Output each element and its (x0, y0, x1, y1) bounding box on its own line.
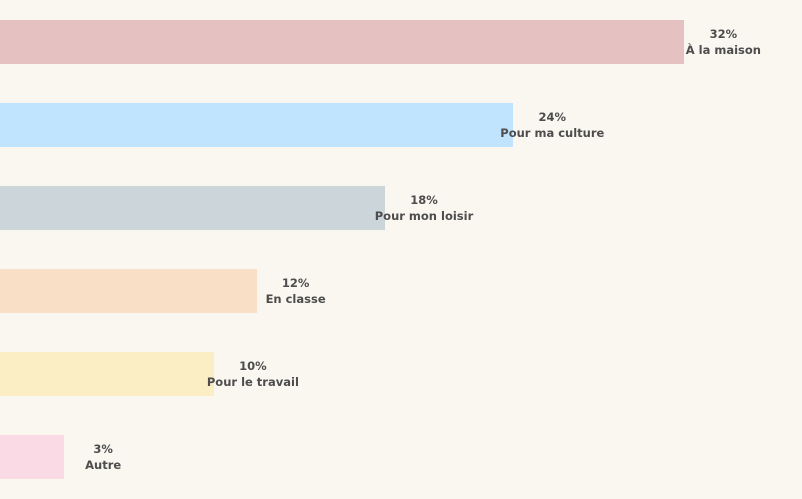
bar-value-label: 24% (538, 110, 567, 124)
bar-value-label: 3% (93, 442, 113, 456)
bar-category-label: Pour le travail (206, 375, 299, 389)
bar-value-label: 32% (709, 27, 738, 41)
bar-value-label: 10% (239, 359, 267, 373)
bar-label: 12% En classe (216, 275, 376, 307)
bar (0, 435, 65, 479)
bar (0, 20, 685, 64)
bar-value-label: 18% (410, 193, 438, 207)
bar-label: 32% À la maison (643, 26, 802, 58)
bar (0, 269, 257, 313)
bar-category-label: En classe (265, 292, 326, 306)
bar-value-label: 12% (281, 276, 310, 290)
bar (0, 186, 385, 230)
bar-label: 3% Autre (23, 441, 183, 473)
bar-label: 18% Pour mon loisir (344, 192, 504, 224)
bar (0, 352, 214, 396)
bar-category-label: Autre (85, 458, 122, 472)
bar-category-label: Pour ma culture (500, 126, 605, 140)
bar-label: 10% Pour le travail (173, 358, 333, 390)
bar-category-label: Pour mon loisir (374, 209, 474, 223)
bar-label: 24% Pour ma culture (472, 109, 632, 141)
bar (0, 103, 514, 147)
bar-category-label: À la maison (685, 43, 761, 57)
